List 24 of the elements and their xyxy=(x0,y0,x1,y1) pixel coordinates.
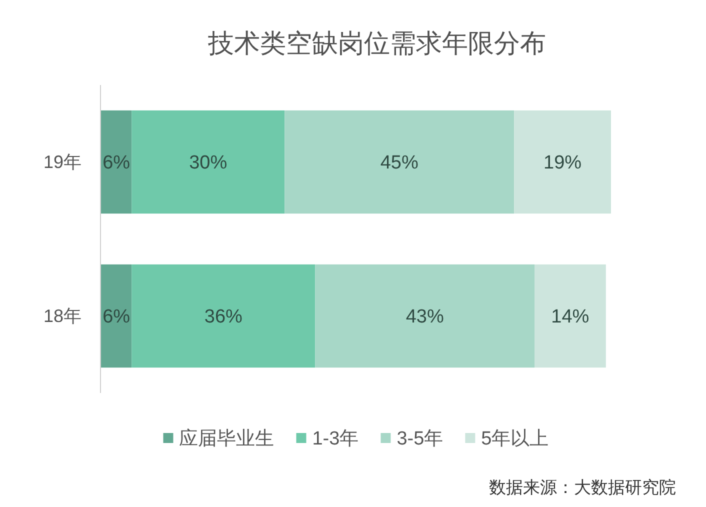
bar xyxy=(132,110,285,214)
legend-label: 1-3年 xyxy=(312,428,359,450)
data-label: 45% xyxy=(380,152,418,174)
bar xyxy=(315,264,534,368)
bar xyxy=(534,264,606,368)
legend-label: 3-5年 xyxy=(396,428,444,450)
legend-label: 5年以上 xyxy=(481,428,549,450)
data-label: 6% xyxy=(102,306,130,328)
source-note: 数据来源：大数据研究院 xyxy=(489,478,676,497)
data-label: 19% xyxy=(544,152,582,174)
bar xyxy=(284,110,514,214)
y-tick-label: 18年 xyxy=(43,306,82,326)
legend-label: 应届毕业生 xyxy=(179,428,274,450)
bar xyxy=(101,110,132,214)
bar xyxy=(514,110,611,214)
bar xyxy=(101,264,132,368)
data-label: 14% xyxy=(551,306,590,328)
chart-title: 技术类空缺岗位需求年限分布 xyxy=(207,28,546,58)
data-label: 6% xyxy=(102,152,130,174)
data-label: 43% xyxy=(406,306,444,328)
data-label: 36% xyxy=(204,306,243,328)
bar xyxy=(132,264,316,368)
data-label: 30% xyxy=(189,152,228,174)
y-tick-label: 19年 xyxy=(43,152,82,172)
